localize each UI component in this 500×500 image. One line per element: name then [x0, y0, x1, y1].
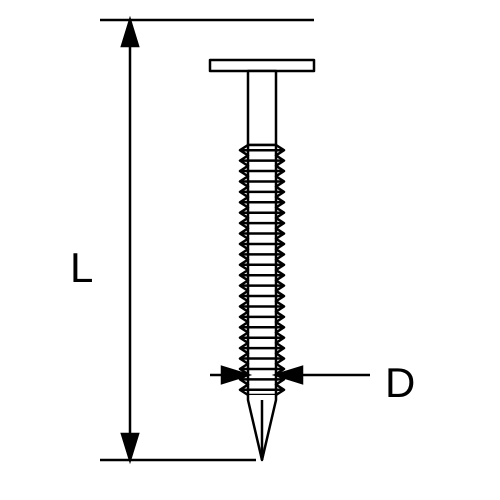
label-length: L — [70, 244, 93, 292]
label-diameter: D — [385, 359, 415, 407]
